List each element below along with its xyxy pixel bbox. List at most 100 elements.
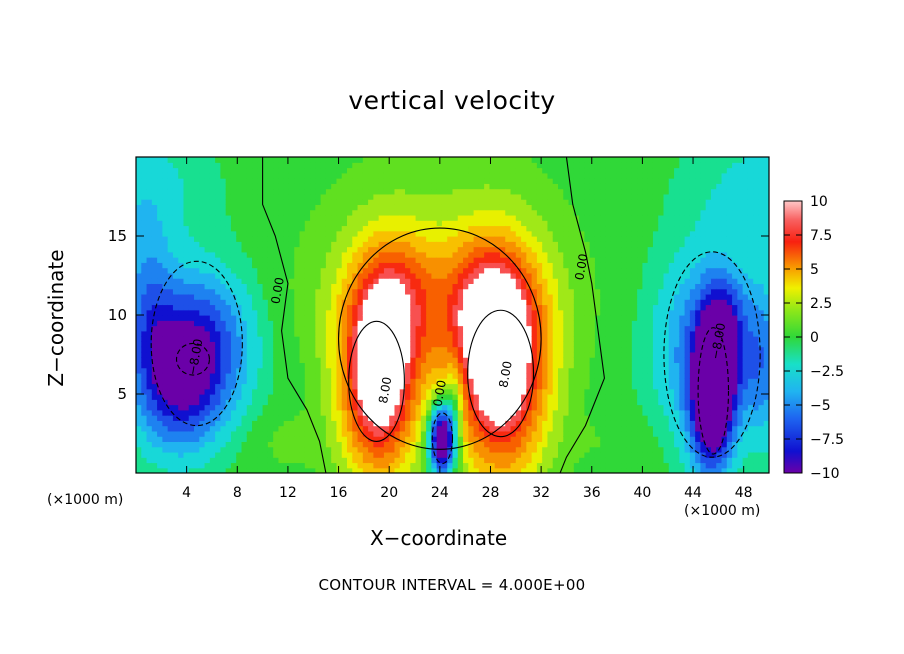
field-cell: [252, 325, 258, 332]
field-cell: [394, 209, 401, 216]
field-cell: [209, 336, 216, 342]
field-cell: [225, 272, 232, 279]
field-cell: [357, 457, 364, 464]
field-cell: [294, 230, 301, 237]
field-cell: [162, 236, 169, 242]
field-cell: [494, 330, 501, 337]
field-cell: [463, 462, 469, 469]
field-cell: [341, 357, 348, 363]
field-cell: [236, 446, 243, 453]
field-cell: [352, 225, 359, 232]
field-cell: [162, 378, 169, 385]
field-cell: [373, 394, 380, 400]
field-cell: [183, 436, 190, 442]
field-cell: [310, 430, 316, 437]
field-cell: [463, 209, 469, 216]
field-cell: [410, 367, 417, 374]
field-cell: [204, 251, 211, 258]
field-cell: [383, 425, 390, 432]
field-cell: [230, 204, 237, 211]
field-cell: [473, 267, 480, 274]
field-cell: [299, 425, 306, 432]
field-cell: [494, 278, 501, 284]
field-cell: [267, 436, 274, 442]
field-cell: [157, 157, 163, 163]
field-cell: [431, 415, 438, 421]
field-cell: [452, 236, 459, 242]
field-cell: [399, 462, 406, 469]
field-cell: [447, 430, 454, 437]
field-cell: [310, 178, 316, 184]
field-cell: [273, 325, 280, 332]
field-cell: [331, 209, 338, 216]
field-cell: [294, 336, 301, 342]
field-cell: [236, 157, 243, 163]
field-cell: [157, 246, 163, 253]
field-cell: [331, 420, 338, 427]
field-cell: [478, 220, 485, 227]
field-cell: [262, 278, 269, 284]
field-cell: [225, 346, 232, 353]
field-cell: [246, 188, 253, 195]
field-cell: [368, 293, 374, 300]
field-cell: [252, 388, 258, 395]
field-cell: [220, 162, 227, 169]
field-cell: [352, 230, 359, 237]
field-cell: [215, 436, 222, 442]
field-cell: [288, 320, 295, 327]
field-cell: [473, 172, 480, 179]
field-cell: [273, 293, 280, 300]
field-cell: [357, 451, 364, 458]
field-cell: [136, 420, 142, 427]
field-cell: [246, 167, 253, 174]
field-cell: [499, 446, 506, 453]
field-cell: [426, 451, 433, 458]
field-cell: [236, 341, 243, 348]
field-cell: [547, 209, 554, 216]
field-cell: [315, 278, 322, 284]
field-cell: [441, 341, 448, 348]
field-cell: [331, 357, 338, 363]
field-cell: [262, 378, 269, 385]
field-cell: [468, 425, 475, 432]
field-cell: [468, 462, 475, 469]
field-cell: [473, 288, 480, 295]
field-cell: [531, 278, 538, 284]
field-cell: [178, 278, 185, 284]
field-cell: [157, 362, 163, 369]
field-cell: [420, 236, 427, 242]
field-cell: [188, 283, 195, 290]
field-cell: [257, 399, 264, 406]
field-cell: [151, 236, 158, 242]
field-cell: [262, 193, 269, 200]
field-cell: [362, 262, 369, 269]
field-cell: [341, 288, 348, 295]
field-cell: [431, 167, 438, 174]
field-cell: [357, 178, 364, 184]
field-cell: [573, 404, 580, 411]
field-cell: [225, 436, 232, 442]
field-cell: [441, 372, 448, 379]
field-cell: [215, 293, 222, 300]
field-cell: [457, 404, 464, 411]
field-cell: [204, 325, 211, 332]
field-cell: [526, 157, 533, 163]
field-cell: [426, 172, 433, 179]
field-cell: [178, 225, 185, 232]
field-cell: [510, 341, 517, 348]
field-cell: [188, 304, 195, 311]
field-cell: [383, 404, 390, 411]
field-cell: [183, 272, 190, 279]
field-cell: [463, 304, 469, 311]
field-cell: [510, 388, 517, 395]
field-cell: [167, 257, 174, 263]
field-cell: [183, 262, 190, 269]
field-cell: [178, 436, 185, 442]
field-cell: [246, 420, 253, 427]
field-cell: [241, 172, 248, 179]
field-cell: [172, 251, 179, 258]
field-cell: [426, 293, 433, 300]
field-cell: [531, 188, 538, 195]
field-cell: [441, 351, 448, 358]
field-cell: [441, 383, 448, 390]
